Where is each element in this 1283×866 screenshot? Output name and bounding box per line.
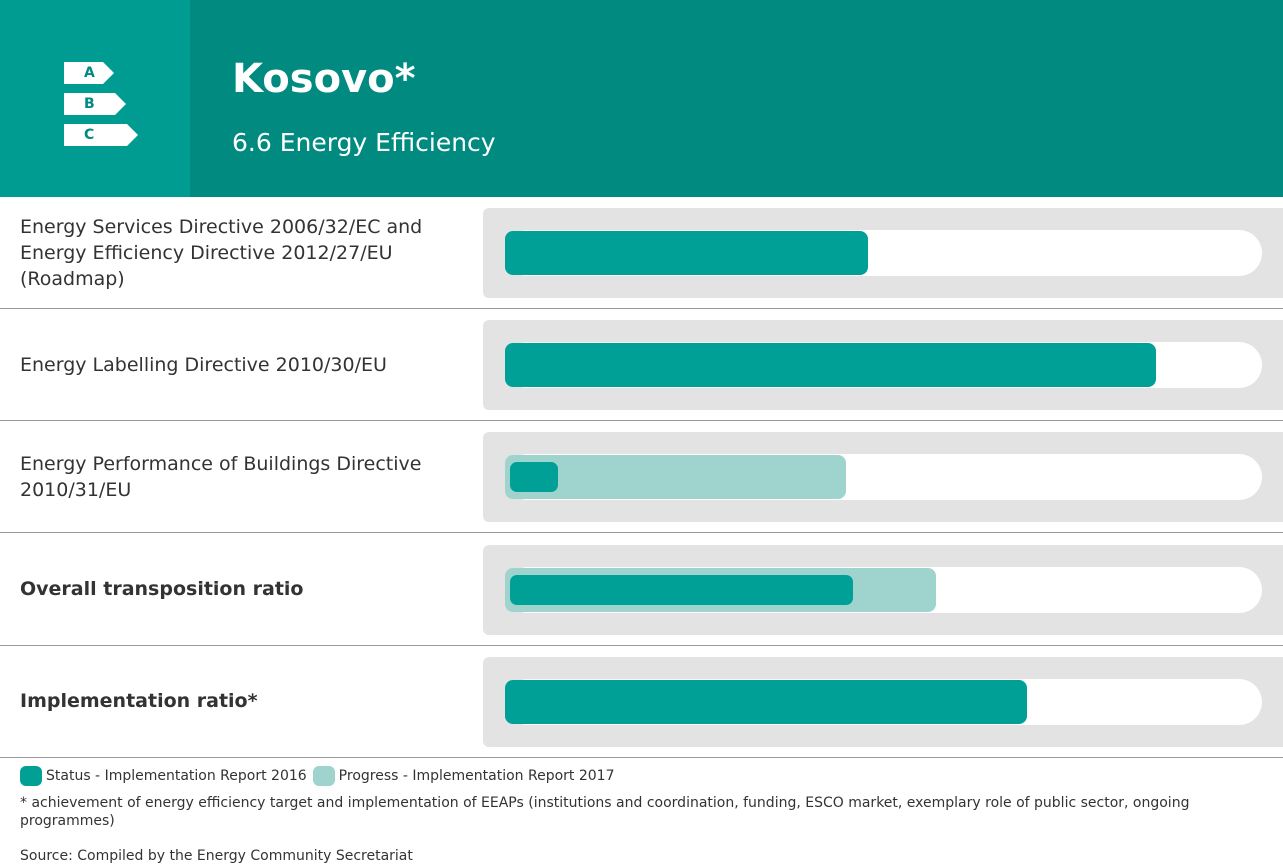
bar (510, 574, 854, 605)
bar-track (505, 454, 1262, 501)
bar-box (483, 544, 1283, 635)
bar-box (483, 432, 1283, 523)
legend: Status - Implementation Report 2016 Progr… (20, 766, 620, 786)
subtitle: 6.6 Energy Efficiency (232, 128, 496, 157)
row: Overall transposition ratio (0, 534, 1283, 646)
legend-swatch (312, 766, 335, 786)
bar-track (505, 342, 1262, 389)
bar-box (483, 656, 1283, 747)
bar-box (483, 208, 1283, 298)
category-label: Overall transposition ratio (20, 578, 304, 601)
icon-label: B (64, 93, 126, 115)
title: Kosovo* (232, 56, 416, 102)
row: Energy Services Directive 2006/32/EC and… (0, 197, 1283, 309)
bar-box (483, 320, 1283, 411)
bar (505, 455, 846, 500)
icon-label: C (64, 124, 138, 146)
legend-label: Status - Implementation Report 2016 (46, 768, 307, 784)
category-label: Energy Performance of Buildings Directiv… (20, 452, 422, 501)
bar-track (505, 566, 1262, 613)
bar-track (505, 230, 1262, 276)
category-label: Energy Services Directive 2006/32/EC and… (20, 215, 423, 290)
row: Implementation ratio* (0, 646, 1283, 758)
legend-label: Progress - Implementation Report 2017 (338, 768, 615, 784)
category-label: Implementation ratio* (20, 690, 258, 713)
row: Energy Performance of Buildings Directiv… (0, 421, 1283, 534)
row: Energy Labelling Directive 2010/30/EU (0, 309, 1283, 422)
bar-track (505, 678, 1262, 725)
icon-label: A (64, 62, 114, 84)
bar (510, 462, 558, 493)
legend-swatch (20, 766, 42, 786)
bar (505, 679, 1028, 724)
bar (505, 231, 869, 275)
category-label: Energy Labelling Directive 2010/30/EU (20, 353, 387, 376)
bar (505, 343, 1157, 388)
source: Source: Compiled by the Energy Community… (20, 848, 413, 864)
footnote: * achievement of energy efficiency targe… (20, 795, 1190, 829)
